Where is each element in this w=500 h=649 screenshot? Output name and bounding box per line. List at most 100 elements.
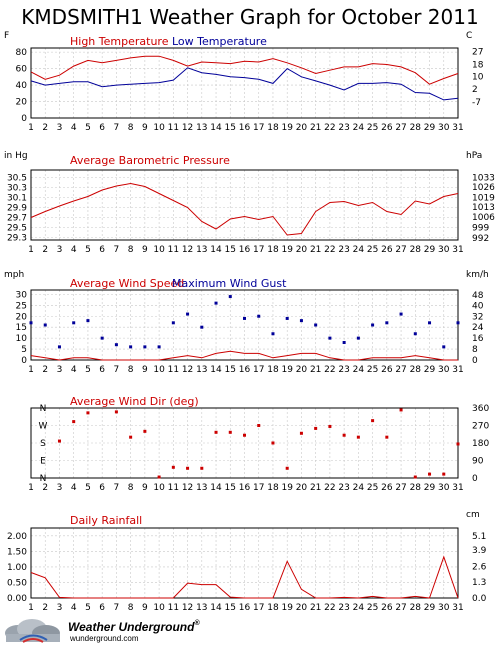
day-tick-label: 11 — [168, 123, 179, 133]
left-tick-label: 60 — [16, 65, 28, 75]
day-tick-label: 21 — [310, 365, 321, 375]
day-tick-label: 10 — [153, 483, 165, 493]
data-point — [29, 321, 33, 325]
day-tick-label: 15 — [225, 483, 236, 493]
day-tick-label: 25 — [367, 245, 378, 255]
data-point — [143, 345, 147, 349]
data-point — [100, 336, 104, 340]
data-point — [442, 472, 446, 476]
day-tick-label: 24 — [353, 245, 365, 255]
day-tick-label: 27 — [395, 603, 406, 613]
right-tick-label: 1019 — [472, 194, 495, 204]
data-point — [356, 435, 360, 439]
day-tick-label: 9 — [142, 603, 148, 613]
day-tick-label: 14 — [210, 123, 222, 133]
panel-pressure: in Hg hPa29.329.529.729.930.130.330.59929… — [4, 151, 495, 255]
day-tick-label: 15 — [225, 245, 236, 255]
day-tick-label: 20 — [296, 483, 308, 493]
compass-tick-label: N — [40, 474, 47, 484]
day-tick-label: 5 — [85, 483, 91, 493]
day-tick-label: 11 — [168, 245, 179, 255]
left-tick-label: 30.5 — [7, 174, 27, 184]
data-point — [200, 466, 204, 470]
day-tick-label: 7 — [114, 603, 120, 613]
right-tick-label: 992 — [472, 234, 489, 244]
day-tick-label: 12 — [182, 603, 193, 613]
plot-frame — [30, 527, 459, 599]
right-tick-label: 2 — [472, 85, 478, 95]
right-tick-label: 8 — [472, 345, 478, 355]
day-tick-label: 30 — [438, 123, 450, 133]
day-tick-label: 31 — [452, 245, 463, 255]
left-tick-label: 0.00 — [7, 594, 27, 604]
data-point — [43, 323, 47, 327]
day-tick-label: 16 — [239, 483, 251, 493]
left-axis-unit: mph — [4, 270, 24, 280]
day-tick-label: 3 — [57, 603, 63, 613]
day-tick-label: 12 — [182, 365, 193, 375]
data-point — [228, 295, 232, 299]
day-tick-label: 2 — [42, 483, 48, 493]
day-tick-label: 31 — [452, 365, 463, 375]
data-point — [143, 429, 147, 433]
day-tick-label: 8 — [128, 245, 134, 255]
panel-rain: cm0.000.501.001.502.000.01.32.63.95.11 2 3… — [7, 510, 487, 613]
day-tick-label: 5 — [85, 603, 91, 613]
data-point — [228, 430, 232, 434]
data-point — [399, 312, 403, 316]
day-tick-label: 22 — [324, 245, 335, 255]
data-point — [442, 345, 446, 349]
left-tick-label: 0.50 — [7, 578, 27, 588]
left-tick-label: 20 — [16, 312, 28, 322]
data-point — [57, 439, 61, 443]
day-tick-label: 30 — [438, 245, 450, 255]
day-tick-label: 29 — [424, 245, 436, 255]
left-tick-label: 20 — [16, 98, 28, 108]
data-point — [271, 441, 275, 445]
day-tick-label: 24 — [353, 603, 365, 613]
right-tick-label: 90 — [472, 457, 484, 467]
day-tick-label: 27 — [395, 483, 406, 493]
data-point — [243, 316, 246, 320]
data-point — [129, 345, 133, 349]
left-tick-label: 29.9 — [7, 204, 27, 214]
data-point — [371, 419, 375, 423]
right-tick-label: 16 — [472, 334, 484, 344]
day-tick-label: 23 — [338, 483, 349, 493]
day-tick-label: 4 — [71, 483, 77, 493]
page-title: KMDSMITH1 Weather Graph for October 2011 — [21, 5, 478, 29]
day-tick-label: 6 — [99, 245, 105, 255]
day-tick-label: 6 — [99, 603, 105, 613]
logo-brand-name: Weather Underground — [68, 620, 195, 634]
day-tick-label: 11 — [168, 603, 179, 613]
day-tick-label: 25 — [367, 603, 378, 613]
day-tick-label: 13 — [196, 483, 207, 493]
cloud-logo-icon — [5, 619, 60, 643]
day-tick-label: 7 — [114, 245, 120, 255]
left-tick-label: 0 — [21, 114, 27, 124]
day-tick-label: 20 — [296, 365, 308, 375]
plot-frame — [30, 47, 459, 119]
day-tick-label: 1 — [28, 483, 34, 493]
left-tick-label: 10 — [16, 334, 28, 344]
plot-frame — [30, 289, 459, 361]
right-tick-label: 1.3 — [472, 578, 486, 588]
series-title: Daily Rainfall — [70, 514, 142, 527]
right-tick-label: 3.9 — [472, 546, 487, 556]
day-tick-label: 19 — [281, 245, 293, 255]
day-tick-label: 2 — [42, 603, 48, 613]
compass-tick-label: W — [39, 422, 48, 432]
left-tick-label: 1.50 — [7, 547, 27, 557]
day-tick-label: 26 — [381, 245, 393, 255]
data-point — [214, 301, 218, 305]
left-tick-label: 80 — [16, 48, 28, 58]
day-tick-label: 19 — [281, 603, 293, 613]
right-tick-label: 270 — [472, 422, 489, 432]
left-axis-unit: F — [4, 31, 9, 41]
day-tick-label: 23 — [338, 123, 349, 133]
day-tick-label: 27 — [395, 365, 406, 375]
day-tick-label: 22 — [324, 483, 335, 493]
day-tick-label: 29 — [424, 483, 436, 493]
day-tick-label: 25 — [367, 365, 378, 375]
